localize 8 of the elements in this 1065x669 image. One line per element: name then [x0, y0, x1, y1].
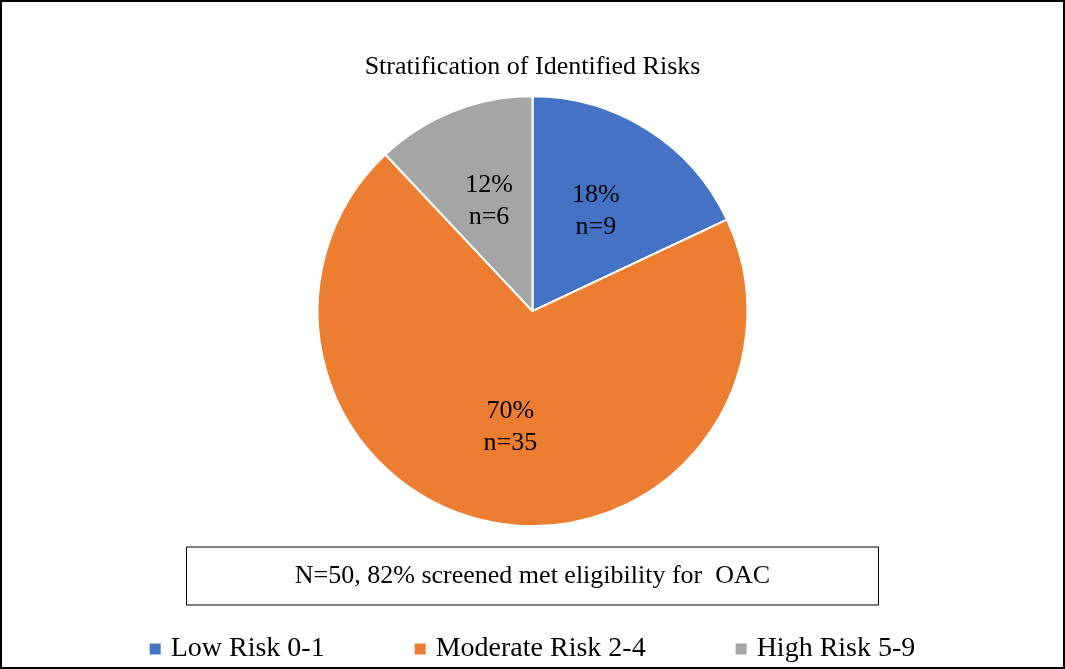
data-label: 12% n=6: [465, 169, 513, 231]
chart-title: Stratification of Identified Risks: [364, 51, 701, 81]
data-label: 18% n=9: [572, 179, 620, 241]
legend-label: High Risk 5-9: [756, 631, 916, 663]
legend-label: Low Risk 0-1: [170, 631, 325, 663]
data-label: 70% n=35: [483, 395, 538, 457]
legend-label: Moderate Risk 2-4: [435, 631, 646, 663]
text: N=50, 82% screened met eligibility for OAC: [294, 559, 771, 589]
